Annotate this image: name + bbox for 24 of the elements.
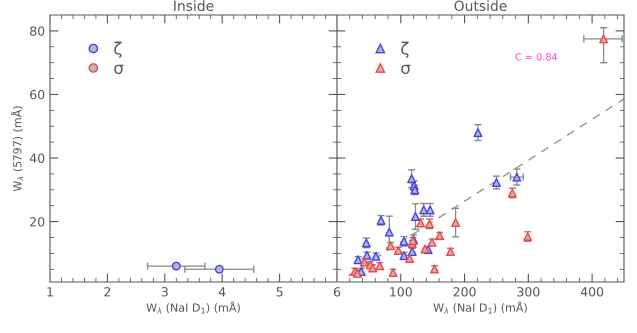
x-tick-label: 2 bbox=[104, 287, 110, 296]
x-tick-label: 400 bbox=[580, 287, 604, 297]
x-tick-label: 100 bbox=[390, 287, 412, 297]
x-tick-label: 1 bbox=[47, 287, 53, 296]
legend-label: σ bbox=[114, 64, 124, 74]
legend-label: ζ bbox=[114, 42, 122, 58]
x-axis-title: W$_{λ}$ (NaI D$_{1}$) (mÅ) bbox=[433, 301, 527, 314]
y-tick-label: 80 bbox=[30, 26, 44, 36]
x-tick-label: 6 bbox=[334, 287, 340, 297]
x-tick-label: 5 bbox=[276, 287, 282, 297]
chart-title: Outside bbox=[454, 0, 507, 12]
y-tick-label: 20 bbox=[30, 217, 44, 227]
chart-title: Inside bbox=[174, 0, 214, 12]
y-axis-title: W$_{λ}$ (5797) (mÅ) bbox=[11, 106, 24, 192]
x-tick-label: 300 bbox=[517, 287, 540, 297]
legend-label: σ bbox=[401, 64, 410, 74]
x-axis-title: W$_{λ}$ (NaI D$_{1}$) (mÅ) bbox=[146, 301, 240, 314]
annotation: C = 0.84 bbox=[515, 53, 558, 61]
y-tick-label: 60 bbox=[30, 90, 44, 100]
y-tick-label: 40 bbox=[30, 154, 44, 163]
x-tick-label: 3 bbox=[162, 287, 168, 297]
x-tick-label: 4 bbox=[218, 287, 226, 296]
x-tick-label: 200 bbox=[454, 287, 476, 297]
legend-label: ζ bbox=[401, 42, 409, 58]
